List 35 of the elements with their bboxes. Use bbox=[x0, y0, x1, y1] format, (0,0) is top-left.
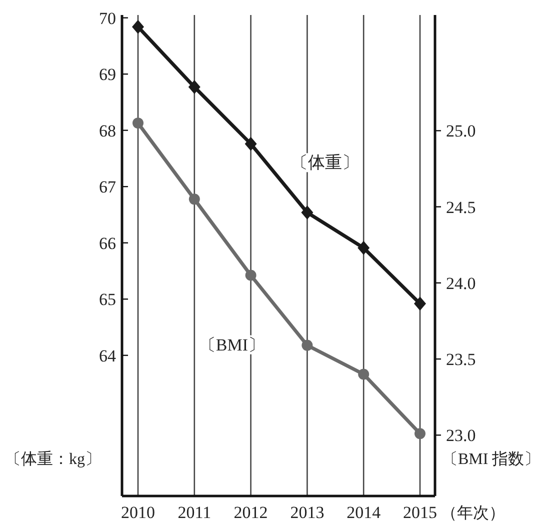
point bbox=[358, 240, 370, 255]
x-tick-label: 2015 bbox=[403, 503, 437, 522]
y2-tick-label: 25.0 bbox=[446, 122, 476, 141]
point bbox=[245, 270, 256, 281]
x-tick-label: 2013 bbox=[290, 503, 324, 522]
y-tick-label: 69 bbox=[99, 65, 116, 84]
y-tick-label: 65 bbox=[99, 290, 116, 310]
y2-axis-title: 〔BMI 指数〕 bbox=[442, 450, 540, 468]
x-tick-label: 2011 bbox=[178, 503, 212, 522]
point bbox=[132, 118, 144, 129]
point bbox=[244, 136, 257, 151]
y2-tick-label: 24.5 bbox=[446, 198, 476, 217]
y-axis-title: 〔体重：kg〕 bbox=[5, 450, 101, 468]
x-tick-label: 2012 bbox=[234, 503, 268, 522]
point bbox=[188, 194, 200, 205]
y-tick-label: 68 bbox=[99, 121, 116, 140]
x-tick-label: 2014 bbox=[346, 503, 382, 522]
series-label: 〔BMI〕 bbox=[198, 335, 265, 354]
x-tick-label: 2010 bbox=[121, 503, 155, 522]
point bbox=[414, 296, 426, 311]
y-tick-label: 67 bbox=[99, 178, 116, 197]
y2-tick-label: 24.0 bbox=[446, 274, 476, 293]
x-axis-title: （年次） bbox=[441, 505, 505, 522]
series-label: 〔体重〕 bbox=[291, 153, 359, 172]
y-tick-label: 66 bbox=[99, 234, 116, 253]
y-tick-label: 70 bbox=[99, 8, 116, 28]
point bbox=[358, 368, 370, 380]
point bbox=[188, 80, 200, 94]
y2-tick-label: 23.5 bbox=[446, 350, 476, 370]
point bbox=[302, 340, 313, 351]
point bbox=[414, 428, 426, 440]
point bbox=[132, 20, 144, 34]
point bbox=[301, 205, 314, 220]
y-tick-label: 64 bbox=[99, 346, 116, 366]
y2-tick-label: 23.0 bbox=[446, 426, 476, 446]
